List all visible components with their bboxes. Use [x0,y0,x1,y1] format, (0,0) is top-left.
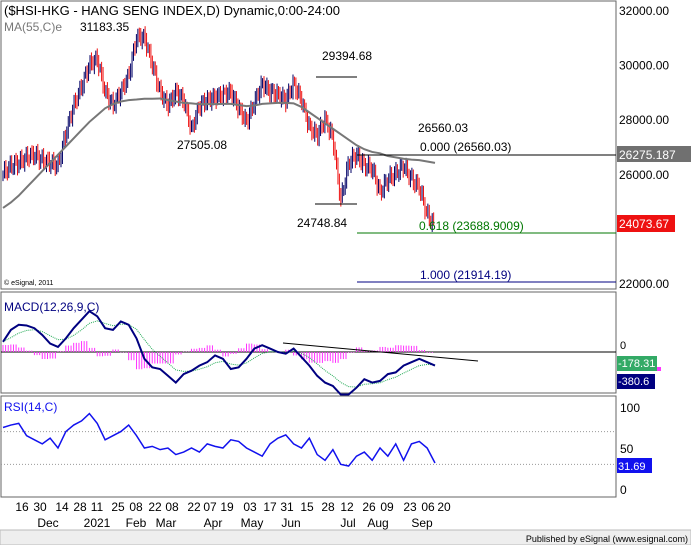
ma-last-label: 26275.187 [619,148,676,162]
rsi-line [2,412,436,467]
date-tick: 11 [91,500,104,514]
month-tick: Apr [204,516,223,530]
annotation-aug-low: 24748.84 [297,216,347,230]
date-tick: 12 [340,500,354,514]
date-tick: 26 [362,500,376,514]
rsi-tick: 50 [620,442,634,456]
date-tick: 22 [187,500,201,514]
month-tick: Jun [281,516,300,530]
annotation-jun-high: 29394.68 [322,49,372,63]
date-tick: 19 [220,500,234,514]
date-tick: 17 [263,500,277,514]
price-tick: 26000.00 [619,168,669,182]
date-tick: 28 [321,500,335,514]
fib-618-label: 0.618 (23688.9009) [419,219,524,233]
ma-legend: MA(55,C)e [4,20,62,34]
date-tick: 08 [129,500,143,514]
annotation-may-low: 27505.08 [177,138,227,152]
copyright: © eSignal, 2011 [4,279,54,287]
macd-last-label: -380.6 [618,376,649,388]
rsi-tick: 100 [620,401,640,415]
rsi-title: RSI(14,C) [4,400,57,414]
date-tick: 16 [15,500,29,514]
month-tick: Mar [156,516,177,530]
month-tick: Feb [126,516,147,530]
price-panel [0,0,617,290]
date-tick: 03 [243,500,257,514]
fib-1-label: 1.000 (21914.19) [420,268,511,282]
month-tick: Dec [37,516,58,530]
date-tick: 20 [437,500,451,514]
date-tick: 22 [148,500,162,514]
date-tick: 31 [280,500,294,514]
last-price-label: 24073.67 [619,217,669,231]
price-tick: 30000.00 [619,59,669,73]
price-tick: 32000.00 [619,4,669,18]
month-tick: Jul [340,516,355,530]
macd-panel [0,291,617,394]
month-tick: May [241,516,264,530]
date-tick: 06 [421,500,435,514]
price-tick: 22000.00 [619,277,669,291]
macd-trendline [282,342,479,362]
signal-last-label: -178.31 [618,358,655,370]
footer: Published by eSignal (www.esignal.com) [526,534,688,544]
macd-zero-label: 0 [620,340,626,352]
date-tick: 28 [73,500,87,514]
ma-line [2,97,436,209]
date-tick: 30 [33,500,47,514]
month-tick: Sep [411,516,433,530]
date-tick: 08 [165,500,179,514]
date-tick: 25 [111,500,125,514]
macd-line [2,309,436,396]
annotation-high: 31183.35 [80,20,129,34]
date-tick: 14 [55,500,69,514]
month-tick: 2021 [84,516,111,530]
date-tick: 23 [403,500,417,514]
annotation-sep-high: 26560.03 [418,121,468,135]
chart-title: ($HSI-HKG - HANG SENG INDEX,D) Dynamic,0… [4,3,340,18]
price-tick: 28000.00 [619,113,669,127]
fib-0-label: 0.000 (26560.03) [420,140,511,154]
rsi-tick: 0 [620,483,627,497]
rsi-panel [0,395,617,498]
date-tick: 07 [203,500,217,514]
date-tick: 15 [300,500,314,514]
month-tick: Aug [367,516,388,530]
rsi-last-label: 31.69 [618,461,646,473]
date-tick: 09 [380,500,394,514]
macd-title: MACD(12,26,9,C) [4,300,99,314]
macd-signal-line [2,320,436,388]
